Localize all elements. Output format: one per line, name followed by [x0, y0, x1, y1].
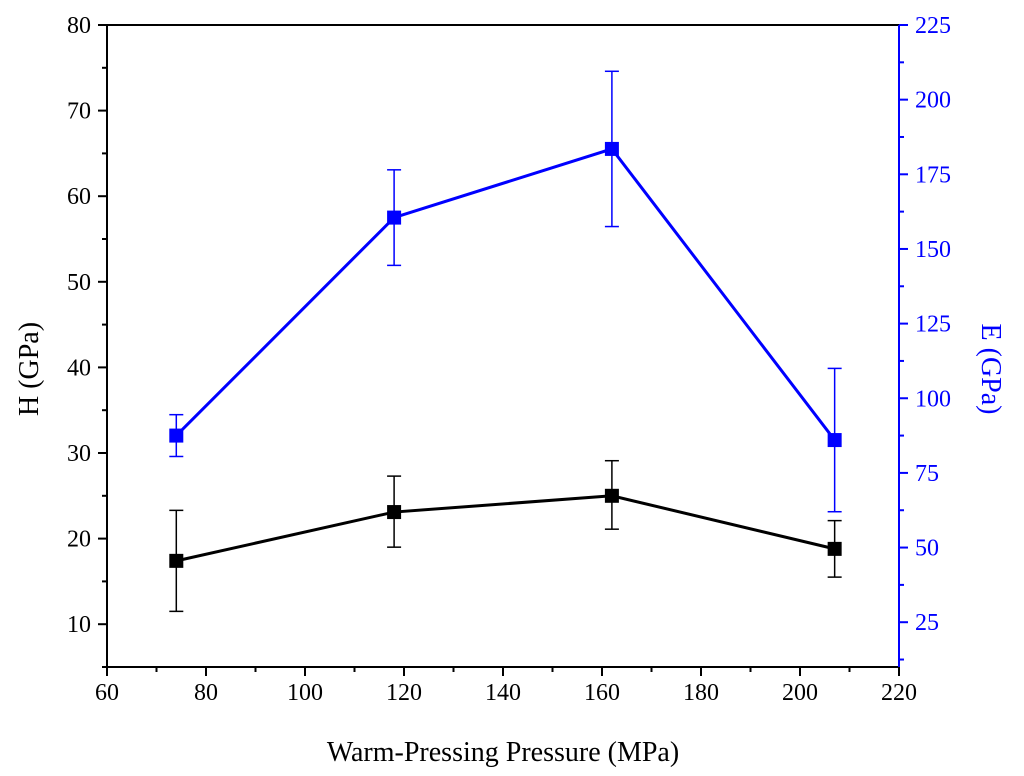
right-y-tick-label: 50 [915, 536, 939, 562]
x-axis-title: Warm-Pressing Pressure (MPa) [327, 737, 679, 768]
left-y-tick-label: 70 [67, 99, 91, 125]
left-y-axis-title: H (GPa) [14, 322, 45, 416]
data-point-right [827, 433, 842, 448]
x-tick-label: 160 [584, 680, 620, 706]
x-tick-label: 220 [881, 680, 917, 706]
axes-group: 60 80 100 120 140 160 180 200 220 10 20 30 40 50 60 70 8… [67, 13, 951, 706]
data-point-left [604, 488, 619, 503]
left-y-tick-label: 40 [67, 355, 91, 381]
data-point-left [387, 505, 402, 520]
left-y-tick-label: 50 [67, 270, 91, 296]
data-point-left [827, 541, 842, 556]
left-y-tick-label: 60 [67, 184, 91, 210]
x-tick-label: 100 [287, 680, 323, 706]
data-point-right [169, 428, 184, 443]
right-y-tick-label: 75 [915, 461, 939, 487]
left-y-tick-label: 10 [67, 612, 91, 638]
left-y-tick-label: 30 [67, 441, 91, 467]
x-tick-label: 200 [782, 680, 818, 706]
x-tick-label: 140 [485, 680, 521, 706]
data-marks-group [169, 70, 842, 613]
right-y-tick-label: 125 [915, 312, 951, 338]
x-tick-label: 120 [386, 680, 422, 706]
right-y-tick-label: 225 [915, 13, 951, 39]
right-y-tick-label: 25 [915, 610, 939, 636]
left-y-tick-label: 20 [67, 527, 91, 553]
data-point-right [387, 210, 402, 225]
right-y-axis-title: E (GPa) [975, 324, 1006, 415]
x-tick-label: 80 [194, 680, 218, 706]
data-point-left [169, 553, 184, 568]
x-tick-label: 180 [683, 680, 719, 706]
right-y-tick-label: 175 [915, 162, 951, 188]
x-tick-label: 60 [95, 680, 119, 706]
series-line-left [175, 494, 835, 563]
data-point-right [604, 141, 619, 156]
right-y-tick-label: 200 [915, 88, 951, 114]
left-y-tick-label: 80 [67, 13, 91, 39]
right-y-tick-label: 150 [915, 237, 951, 263]
series-line-right [175, 147, 836, 441]
right-y-tick-label: 100 [915, 386, 951, 412]
